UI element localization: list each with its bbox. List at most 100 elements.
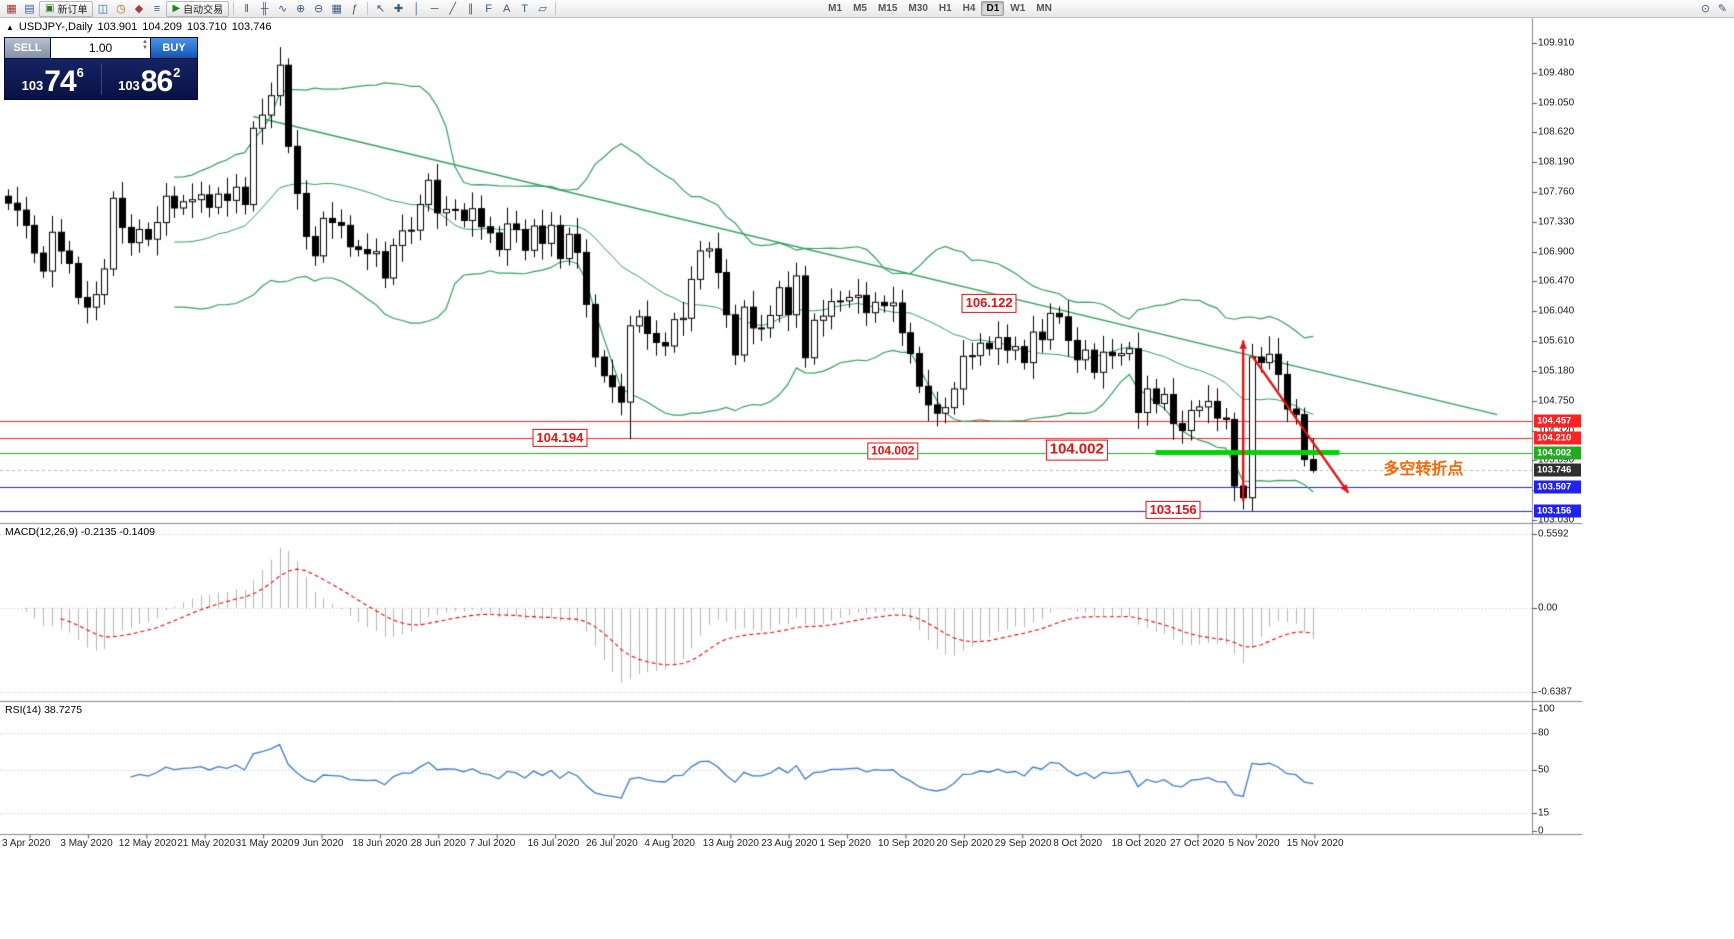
price-axis-label: 106.040	[1538, 305, 1575, 317]
price-callout[interactable]: 104.002	[1045, 439, 1108, 461]
terminal-icon[interactable]: ≡	[153, 2, 161, 15]
timeframe-mn-button[interactable]: MN	[1036, 3, 1052, 14]
price-axis-label: 106.900	[1538, 246, 1575, 258]
bid-big-figure: 103	[21, 78, 44, 93]
bid-price[interactable]: 103 74 6	[5, 59, 101, 99]
search-icon[interactable]: ⊙	[1700, 3, 1711, 15]
channel-icon[interactable]: ∥	[467, 3, 474, 15]
alerts-icon[interactable]: ◆	[134, 3, 144, 15]
crosshair-icon[interactable]: ✚	[394, 3, 404, 15]
buy-button[interactable]: BUY	[151, 38, 197, 58]
trendline-icon[interactable]: ╱	[449, 3, 456, 15]
tile-windows-icon[interactable]: ▦	[331, 3, 342, 15]
date-label: 21 May 2020	[177, 838, 236, 849]
cursor-icon[interactable]: ↖	[376, 3, 386, 15]
price-axis-label: 103.030	[1538, 514, 1575, 526]
rsi-axis-label: 15	[1538, 807, 1550, 819]
quick-edit-icon[interactable]: ✎	[1717, 3, 1728, 15]
date-label: 5 Nov 2020	[1228, 838, 1280, 849]
price-axis-label: 105.610	[1538, 335, 1575, 347]
autotrade-button[interactable]: ▶ 自动交易	[166, 0, 230, 17]
ohlc-open: 103.901	[97, 21, 138, 33]
price-callout[interactable]: 103.156	[1145, 500, 1201, 520]
timeframe-m15-button[interactable]: M15	[877, 3, 898, 14]
date-label: 12 May 2020	[118, 838, 177, 849]
rsi-axis-label: 50	[1538, 764, 1550, 776]
date-label: 10 Sep 2020	[878, 838, 935, 849]
text-label-icon[interactable]: T	[521, 2, 529, 15]
candlestick-chart-icon[interactable]: ╫	[260, 2, 269, 15]
price-level-tag: 104.210	[1534, 431, 1581, 445]
price-axis-label: 108.620	[1538, 126, 1575, 138]
macd-axis-label: 0.5592	[1538, 528, 1569, 540]
price-axis-label: 106.470	[1538, 275, 1575, 287]
fibonacci-icon[interactable]: F	[485, 2, 493, 15]
ask-pips: 86	[140, 64, 173, 98]
ohlc-high: 104.209	[142, 21, 183, 33]
date-label: 8 Oct 2020	[1053, 838, 1103, 849]
date-label: 3 Apr 2020	[2, 838, 51, 849]
macd-axis-label: 0.00	[1538, 602, 1558, 614]
symbol-name: USDJPY-,Daily	[18, 21, 93, 33]
date-label: 29 Sep 2020	[994, 838, 1052, 849]
macd-axis-label: -0.6387	[1538, 686, 1572, 698]
one-click-collapse-icon[interactable]: ▲	[6, 22, 14, 32]
timeframe-h4-button[interactable]: H4	[962, 3, 976, 14]
date-label: 20 Sep 2020	[936, 838, 994, 849]
date-label: 26 Jul 2020	[586, 838, 638, 849]
volume-input[interactable]: 1.00 ▲ ▼	[50, 38, 151, 58]
price-axis-label: 103.890	[1538, 454, 1575, 466]
text-icon[interactable]: A	[502, 2, 511, 15]
price-callout[interactable]: 104.194	[532, 428, 588, 447]
date-label: 15 Nov 2020	[1286, 838, 1344, 849]
one-click-trading-panel: SELL 1.00 ▲ ▼ BUY 103 74 6 103 86 2	[4, 37, 198, 100]
price-axis-label: 104.750	[1538, 395, 1575, 407]
main-toolbar: ▦ ▤ ▣ 新订单 ◫ ◷ ◆ ≡ ▶ 自动交易 ‖ ╫ ∿ ⊕ ⊖ ▦ ƒ ↖ ✚ │ ─ ╱ ∥ F A T ▱ M1 M5 M15 M…	[0, 0, 1734, 18]
new-chart-icon[interactable]: ▦	[6, 3, 17, 15]
line-chart-icon[interactable]: ∿	[278, 3, 288, 15]
new-order-button[interactable]: ▣ 新订单	[39, 0, 94, 17]
vertical-line-icon[interactable]: │	[413, 2, 421, 15]
bar-chart-icon[interactable]: ‖	[244, 2, 249, 15]
rsi-axis-label: 80	[1538, 727, 1550, 739]
rsi-indicator-label: RSI(14) 38.7275	[5, 704, 83, 716]
date-label: 27 Oct 2020	[1170, 838, 1225, 849]
price-divider	[100, 63, 102, 95]
price-axis-label: 108.190	[1538, 156, 1575, 168]
history-center-icon[interactable]: ◷	[116, 3, 126, 15]
horizontal-line-icon[interactable]: ─	[430, 2, 439, 15]
macd-indicator-label: MACD(12,26,9) -0.2135 -0.1409	[5, 526, 155, 538]
toolbar-right-group: ⊙ ✎	[1697, 1, 1731, 17]
market-watch-icon[interactable]: ◫	[97, 3, 109, 15]
date-label: 1 Sep 2020	[819, 838, 871, 849]
price-callout[interactable]: 106.122	[961, 294, 1017, 313]
ask-price[interactable]: 103 86 2	[102, 59, 198, 99]
chart-annotation-text[interactable]: 多空转折点	[1383, 460, 1464, 478]
date-label: 28 Jun 2020	[410, 838, 466, 849]
zoom-in-icon[interactable]: ⊕	[296, 3, 306, 15]
timeframe-m30-button[interactable]: M30	[908, 3, 928, 14]
volume-spinner[interactable]: ▲ ▼	[142, 39, 148, 51]
chart-profiles-icon[interactable]: ▤	[24, 3, 35, 15]
timeframe-m5-button[interactable]: M5	[853, 3, 867, 14]
price-callout[interactable]: 104.002	[867, 442, 919, 460]
date-label: 4 Aug 2020	[644, 838, 695, 849]
bid-pips: 74	[44, 64, 76, 98]
zoom-out-icon[interactable]: ⊖	[314, 3, 324, 15]
new-order-icon: ▣	[45, 3, 55, 14]
new-order-button-label: 新订单	[57, 5, 88, 16]
volume-value: 1.00	[88, 41, 113, 55]
shapes-icon[interactable]: ▱	[538, 3, 547, 15]
autotrade-icon: ▶	[172, 3, 181, 14]
sell-button[interactable]: SELL	[5, 38, 50, 58]
timeframe-w1-button[interactable]: W1	[1010, 3, 1026, 14]
price-level-tag: 103.507	[1534, 480, 1581, 494]
timeframe-d1-button[interactable]: D1	[981, 1, 1005, 16]
toolbar-separator	[367, 2, 369, 15]
timeframe-m1-button[interactable]: M1	[828, 3, 843, 14]
timeframe-h1-button[interactable]: H1	[938, 3, 952, 14]
current-price-tag: 103.746	[1534, 463, 1581, 477]
indicators-icon[interactable]: ƒ	[351, 2, 358, 15]
